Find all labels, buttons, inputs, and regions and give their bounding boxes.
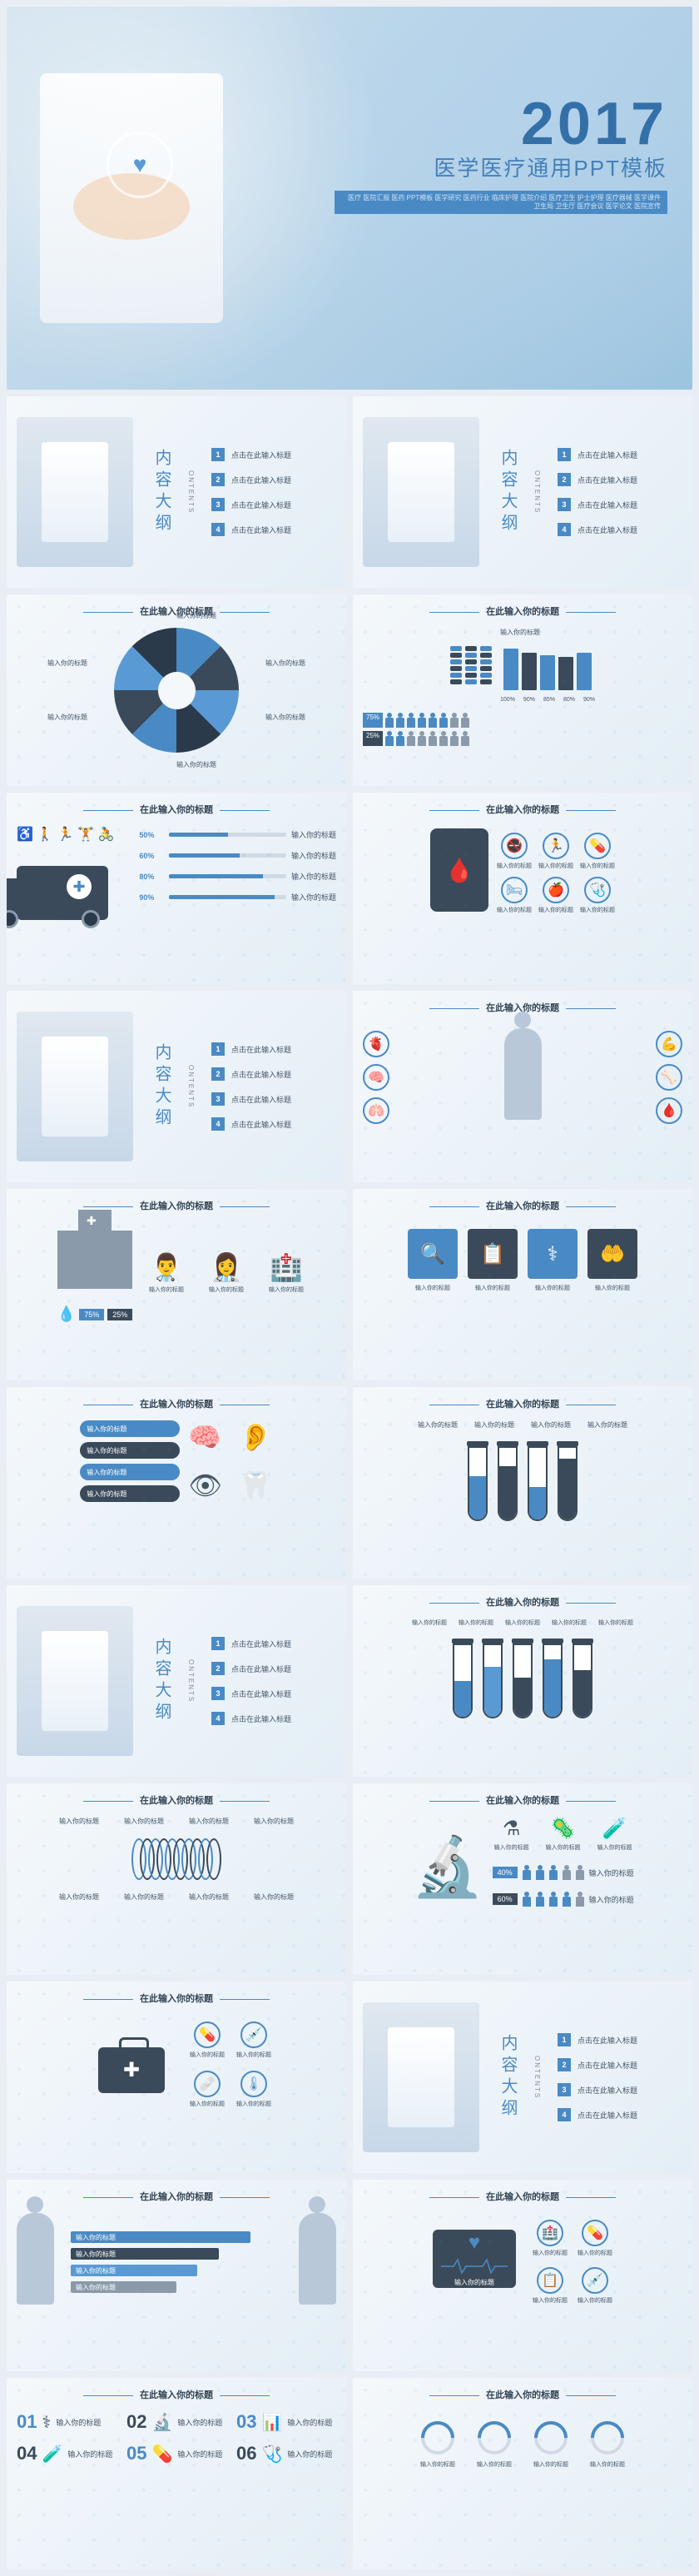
cover-subtitle: 医疗 医院汇报 医药 PPT模板 医学研究 医药行业 临床护理 医院介绍 医疗卫…	[335, 191, 667, 214]
toc-slide-4: 内容大纲 ONTENTS 1点击在此输入标题 2点击在此输入标题 3点击在此输入…	[7, 1585, 346, 1777]
dna-bars-slide: 在此输入你的标题 输入你的标题 100% 90% 85% 80% 90% 75%…	[353, 594, 692, 786]
heartrate-slide: 在此输入你的标题 ♥ 输入你的标题 🏥输入你的标题 💊输入你的标题 📋输入你的标…	[353, 2180, 692, 2371]
toc-num: 4	[558, 523, 571, 536]
toc-text: 点击在此输入标题	[231, 475, 291, 485]
toc-num: 1	[558, 448, 571, 461]
toc-slide-3: 内容大纲 ONTENTS 1点击在此输入标题 2点击在此输入标题 3点击在此输入…	[7, 991, 346, 1182]
doctor-thumb	[363, 2002, 479, 2152]
toc-heading: 内容大纲	[150, 449, 174, 535]
pie-label: 输入你的标题	[47, 713, 87, 722]
toc-list: 1 点击在此输入标题 2 点击在此输入标题 3 点击在此输入标题 4 点击在此输入标题	[211, 448, 336, 536]
body-figure	[504, 1028, 542, 1120]
medkit-slide: 在此输入你的标题 💊输入你的标题 💉输入你的标题 🩹输入你的标题 🌡输入你的标题	[7, 1982, 346, 2173]
toc-num: 3	[558, 498, 571, 511]
slide-title: 在此输入你的标题	[363, 1397, 682, 1410]
tubes-slide-2: 在此输入你的标题 输入你的标题输入你的标题输入你的标题输入你的标题输入你的标题	[353, 1585, 692, 1777]
template-gallery: 2017 医学医疗通用PPT模板 医疗 医院汇报 医药 PPT模板 医学研究 医…	[0, 0, 699, 2576]
pie-label: 输入你的标题	[176, 611, 216, 620]
body-slide: 在此输入你的标题 🫀 🧠 🫁 💪 🦴 🩸	[353, 991, 692, 1182]
toc-num: 2	[558, 473, 571, 486]
toc-heading: 内容大纲	[496, 449, 520, 535]
toc-sub: ONTENTS	[187, 470, 195, 514]
cover-year: 2017	[335, 90, 667, 158]
cover-slide: 2017 医学医疗通用PPT模板 医疗 医院汇报 医药 PPT模板 医学研究 医…	[7, 7, 692, 390]
pie-label: 输入你的标题	[265, 659, 305, 668]
slide-title: 在此输入你的标题	[363, 803, 682, 816]
toc-text: 点击在此输入标题	[578, 525, 637, 535]
body-front	[17, 2213, 54, 2305]
cover-text: 2017 医学医疗通用PPT模板 医疗 医院汇报 医药 PPT模板 医学研究 医…	[335, 90, 667, 214]
toc-num: 1	[211, 448, 225, 461]
toc-slide-1: 内容大纲 ONTENTS 1 点击在此输入标题 2 点击在此输入标题 3 点击在此输入…	[7, 396, 346, 588]
doctor-thumb	[17, 1606, 133, 1756]
slide-title: 在此输入你的标题	[17, 1199, 336, 1212]
brain-slide: 在此输入你的标题 输入你的标题 输入你的标题 输入你的标题 输入你的标题 🧠 👂…	[7, 1387, 346, 1579]
device-slide: 在此输入你的标题 🩸 🚭输入你的标题 🏃输入你的标题 💊输入你的标题 🛏输入你的…	[353, 793, 692, 984]
toc-text: 点击在此输入标题	[578, 500, 637, 510]
pie-label: 输入你的标题	[265, 713, 305, 722]
toc-text: 点击在此输入标题	[231, 500, 291, 510]
toc-text: 点击在此输入标题	[578, 450, 637, 460]
numbers-slide: 在此输入你的标题 01⚕输入你的标题 02🔬输入你的标题 03📊输入你的标题 0…	[7, 2378, 346, 2569]
hospital-slide: 在此输入你的标题 💧 75% 25% 👨‍⚕️输入你的标题 👩‍⚕️输入你的标题…	[7, 1189, 346, 1380]
slide-title: 在此输入你的标题	[17, 2388, 336, 2401]
slide-title: 在此输入你的标题	[17, 803, 336, 816]
squares-slide: 在此输入你的标题 🔍输入你的标题 📋输入你的标题 ⚕输入你的标题 🤲输入你的标题	[353, 1189, 692, 1380]
slide-title: 在此输入你的标题	[363, 604, 682, 618]
toc-sub: ONTENTS	[187, 1065, 195, 1108]
progress-ring	[591, 2421, 624, 2454]
cover-title: 医学医疗通用PPT模板	[335, 152, 667, 182]
progress-slide: 在此输入你的标题 输入你的标题 输入你的标题 输入你的标题 输入你的标题	[353, 2378, 692, 2569]
microscope-slide: 在此输入你的标题 🔬 ⚗输入你的标题 🦠输入你的标题 🧪输入你的标题 40%输入…	[353, 1783, 692, 1975]
toc-text: 点击在此输入标题	[578, 475, 637, 485]
toc-heading: 内容大纲	[150, 1043, 174, 1130]
slide-title: 在此输入你的标题	[363, 1595, 682, 1609]
pie-label: 输入你的标题	[176, 760, 216, 769]
medkit-icon	[98, 2047, 165, 2093]
toc-slide-5: 内容大纲 ONTENTS 1点击在此输入标题 2点击在此输入标题 3点击在此输入…	[353, 1982, 692, 2173]
body-back	[299, 2213, 336, 2305]
progress-ring	[478, 2421, 511, 2454]
slide-title: 在此输入你的标题	[363, 2388, 682, 2401]
dna-strand-slide: 在此输入你的标题 输入你的标题输入你的标题输入你的标题输入你的标题 输入你的标题…	[7, 1783, 346, 1975]
doctor-thumb	[17, 1012, 133, 1161]
toc-slide-2: 内容大纲 ONTENTS 1 点击在此输入标题 2 点击在此输入标题 3 点击在此输入…	[353, 396, 692, 588]
slide-title: 在此输入你的标题	[17, 1992, 336, 2005]
slide-title: 在此输入你的标题	[363, 1793, 682, 1807]
slide-title: 在此输入你的标题	[363, 2190, 682, 2203]
anatomy-slide: 在此输入你的标题 输入你的标题 输入你的标题 输入你的标题 输入你的标题	[7, 2180, 346, 2371]
slide-title: 在此输入你的标题	[17, 1397, 336, 1410]
toc-text: 点击在此输入标题	[231, 525, 291, 535]
pie-slide: 在此输入你的标题 输入你的标题 输入你的标题 输入你的标题 输入你的标题 输入你…	[7, 594, 346, 786]
doctor-thumb	[17, 417, 133, 567]
progress-ring	[534, 2421, 568, 2454]
toc-num: 4	[211, 523, 225, 536]
toc-list: 1 点击在此输入标题 2 点击在此输入标题 3 点击在此输入标题 4 点击在此输入标题	[558, 448, 682, 536]
toc-text: 点击在此输入标题	[231, 450, 291, 460]
slide-title: 在此输入你的标题	[363, 1199, 682, 1212]
toc-sub: ONTENTS	[533, 470, 541, 514]
heart-icon	[107, 132, 173, 198]
ambulance-icon	[17, 866, 108, 920]
ambulance-slide: 在此输入你的标题 ♿ 🚶 🏃 🏋 🚴 50%输入你的标题 60%输入你的标题 8…	[7, 793, 346, 984]
doctor-thumb	[363, 417, 479, 567]
hospital-icon	[57, 1231, 132, 1289]
slide-title: 在此输入你的标题	[17, 1793, 336, 1807]
pie-label: 输入你的标题	[47, 659, 87, 668]
toc-num: 3	[211, 498, 225, 511]
progress-ring	[421, 2421, 454, 2454]
tubes-slide-1: 在此输入你的标题 输入你的标题输入你的标题输入你的标题输入你的标题	[353, 1387, 692, 1579]
slide-title: 在此输入你的标题	[17, 2190, 336, 2203]
toc-num: 2	[211, 473, 225, 486]
